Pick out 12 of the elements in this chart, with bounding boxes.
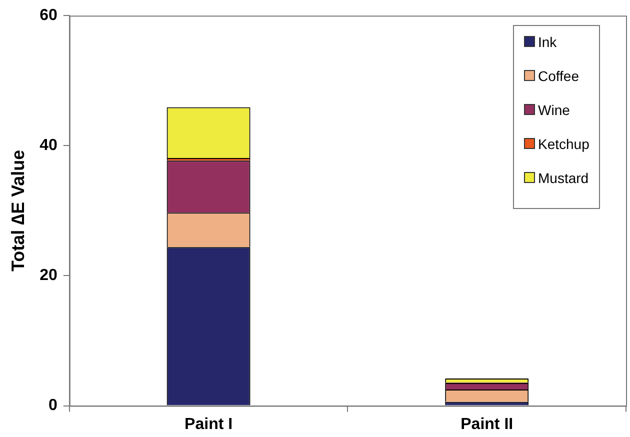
legend-label: Wine	[538, 102, 570, 118]
y-tick-label: 20	[40, 267, 58, 284]
y-axis-title: Total ∆E Value	[8, 150, 28, 272]
x-tick-label: Paint I	[184, 416, 233, 433]
legend-label: Ink	[538, 34, 557, 50]
x-tick-label: Paint II	[460, 416, 514, 433]
y-tick-label: 0	[48, 397, 58, 414]
legend-label: Mustard	[538, 170, 589, 186]
y-tick-label: 60	[40, 7, 58, 24]
legend-label: Coffee	[538, 68, 579, 84]
y-tick-label: 40	[40, 137, 58, 154]
legend-label: Ketchup	[538, 136, 590, 152]
